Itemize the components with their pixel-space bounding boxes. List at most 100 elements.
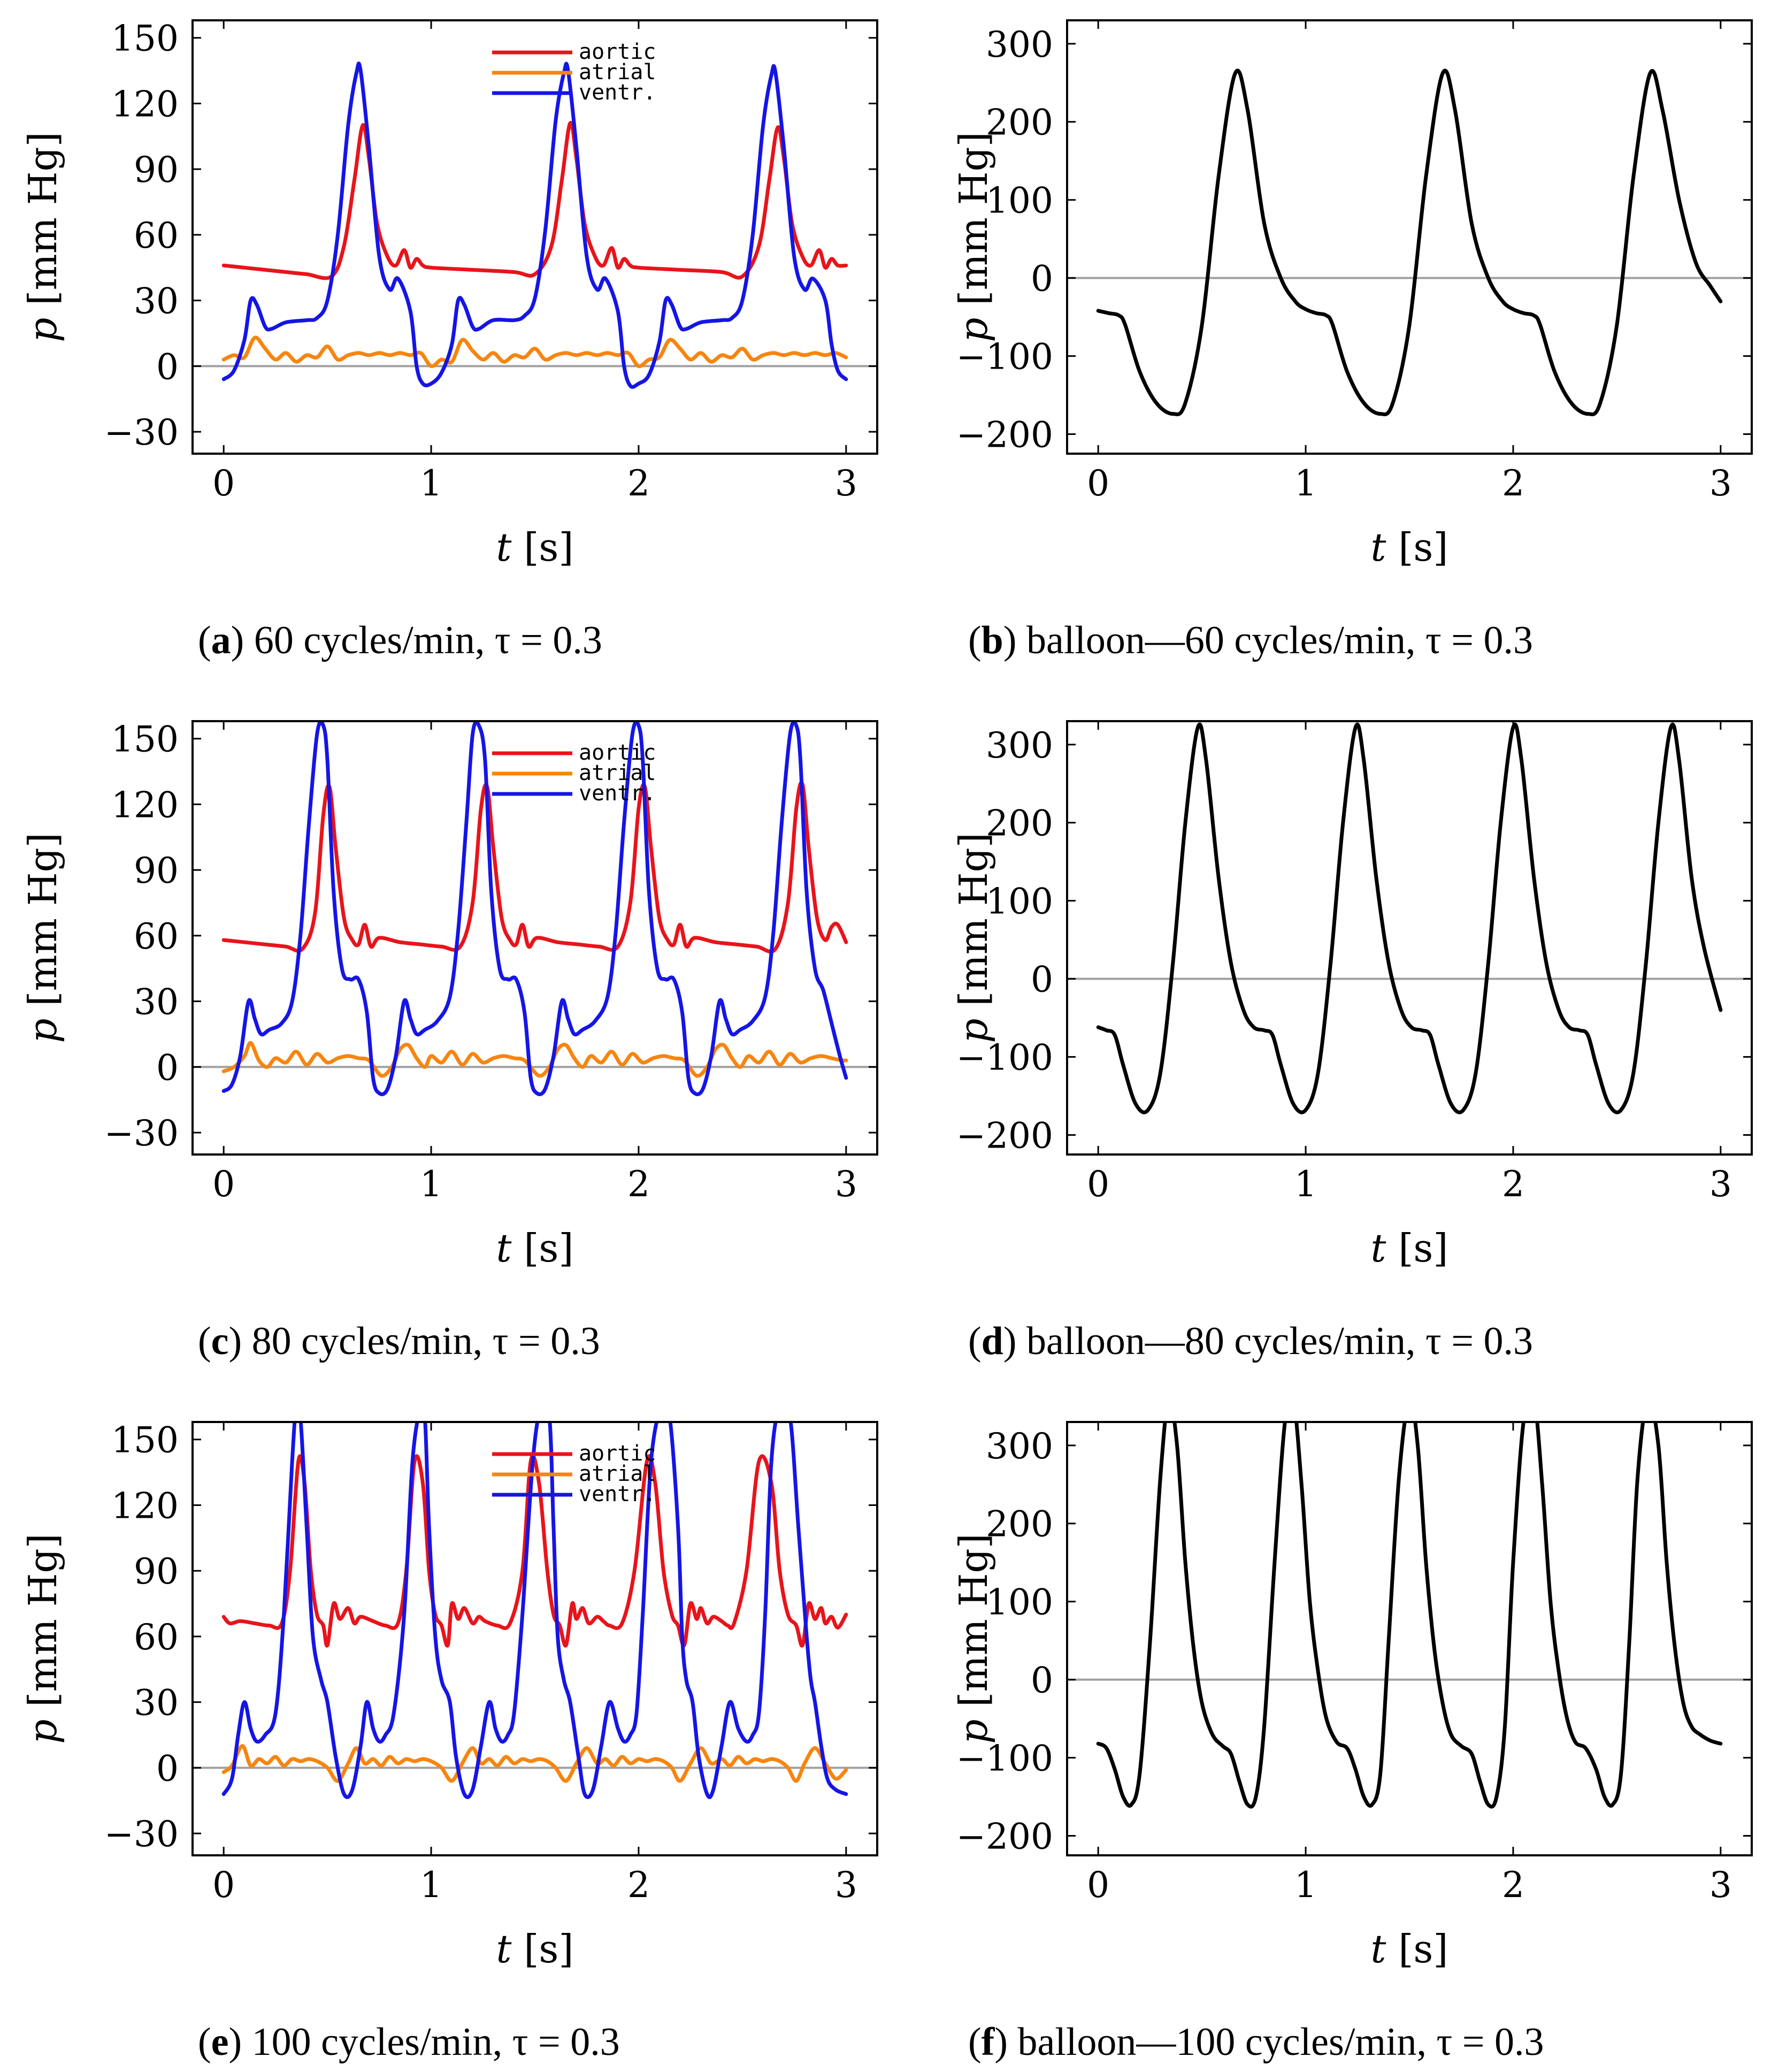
- panel-e: 0 1 2 3 −30 0 30 60 90 120 150 aortic atrial ventr. t …: [0, 1402, 885, 2072]
- x-tick-label: 1: [420, 1864, 442, 1906]
- x-tick-label: 0: [1087, 1864, 1109, 1906]
- caption-tag: a: [211, 618, 231, 662]
- y-tick-label: 0: [156, 1047, 179, 1088]
- x-axis-label: t [s]: [496, 1226, 574, 1271]
- y-tick-label: 0: [1031, 1660, 1053, 1701]
- y-tick-label: −200: [956, 1816, 1053, 1857]
- x-axis-label: t [s]: [1371, 1926, 1448, 1971]
- caption-tag: e: [211, 2020, 229, 2064]
- panel-b: 0 1 2 3 −200 −100 0 100 200 300 t [s] p [mm Hg] (b)…: [885, 0, 1771, 695]
- y-tick-label: 60: [134, 1617, 179, 1658]
- x-axis-var: t: [1371, 525, 1387, 570]
- y-axis-var: p: [20, 1019, 65, 1043]
- x-tick-label: 1: [1294, 463, 1317, 504]
- y-tick-label: 100: [986, 881, 1053, 922]
- y-tick-label: 100: [986, 180, 1053, 221]
- y-tick-label: 150: [111, 1420, 179, 1461]
- x-axis-unit: [s]: [511, 525, 573, 570]
- x-tick-label: 1: [420, 463, 442, 504]
- caption-tag: b: [981, 618, 1003, 662]
- x-tick-label: 2: [627, 463, 650, 504]
- y-tick-label: 150: [111, 719, 179, 760]
- x-axis-var: t: [1371, 1926, 1387, 1971]
- caption-a: (a) 60 cycles/min, τ = 0.3: [198, 618, 602, 662]
- y-tick-label: −100: [956, 1037, 1053, 1079]
- legend-label-ventr: ventr.: [579, 1482, 656, 1507]
- x-axis-unit: [s]: [511, 1926, 573, 1971]
- series-line-ventr: [221, 62, 848, 389]
- series-group: [221, 1422, 848, 1799]
- x-tick-label: 0: [1087, 463, 1109, 504]
- caption-b: (b) balloon—60 cycles/min, τ = 0.3: [968, 618, 1533, 662]
- caption-tag: c: [211, 1319, 229, 1363]
- caption-tag: d: [981, 1319, 1003, 1363]
- y-axis-var: p: [951, 1019, 996, 1043]
- y-axis-var: p: [20, 318, 65, 342]
- x-tick-label: 1: [1294, 1164, 1317, 1205]
- x-tick-label: 3: [835, 1864, 857, 1906]
- y-tick-label: 90: [134, 149, 179, 190]
- panel-c: 0 1 2 3 −30 0 30 60 90 120 150 aortic atrial ventr. t …: [0, 701, 885, 1396]
- y-tick-label: 30: [134, 281, 179, 322]
- y-axis-unit: [mm Hg]: [951, 832, 996, 1018]
- y-axis-var: p: [951, 318, 996, 342]
- x-axis-unit: [s]: [1386, 525, 1448, 570]
- series-line-balloon: [1096, 68, 1723, 416]
- y-tick-label: 150: [111, 18, 179, 59]
- panel-f: 0 1 2 3 −200 −100 0 100 200 300 t [s] p [mm Hg] (f)…: [885, 1402, 1771, 2072]
- x-tick-label: 2: [1502, 1164, 1524, 1205]
- x-tick-label: 1: [1294, 1864, 1317, 1906]
- legend-label-ventr: ventr.: [579, 80, 656, 105]
- caption-d: (d) balloon—80 cycles/min, τ = 0.3: [968, 1319, 1533, 1363]
- y-axis-unit: [mm Hg]: [20, 132, 65, 317]
- caption-f: (f) balloon—100 cycles/min, τ = 0.3: [968, 2020, 1544, 2064]
- plot-frame: [191, 1421, 878, 1856]
- plot-frame: [191, 720, 878, 1156]
- series-line-aortic: [221, 1454, 848, 1648]
- y-tick-label: −30: [104, 412, 179, 453]
- y-axis-label: p [mm Hg]: [951, 832, 996, 1043]
- caption-text: balloon—80 cycles/min, τ = 0.3: [1026, 1319, 1533, 1363]
- x-axis-label: t [s]: [1371, 1226, 1448, 1271]
- y-tick-label: 0: [1031, 258, 1053, 300]
- x-tick-label: 2: [627, 1164, 650, 1205]
- y-tick-label: 0: [156, 346, 179, 387]
- y-tick-label: 90: [134, 850, 179, 891]
- chart-b-svg: 0 1 2 3 −200 −100 0 100 200 300 t [s] p [mm Hg]: [951, 19, 1753, 570]
- x-tick-label: 3: [835, 463, 857, 504]
- y-tick-label: 120: [111, 784, 179, 825]
- plot-frame: [1066, 1421, 1753, 1856]
- y-axis-var: p: [20, 1719, 65, 1744]
- series-line-aortic: [221, 781, 848, 954]
- y-tick-label: 0: [1031, 959, 1053, 1000]
- y-tick-label: 100: [986, 1582, 1053, 1623]
- y-tick-label: 90: [134, 1551, 179, 1592]
- x-tick-label: 2: [627, 1864, 650, 1906]
- y-tick-label: −100: [956, 1738, 1053, 1779]
- series-line-ventr: [221, 1422, 848, 1799]
- x-axis-label: t [s]: [496, 1926, 574, 1971]
- series-line-balloon: [1096, 722, 1723, 1114]
- x-tick-label: 2: [1502, 1864, 1524, 1906]
- x-tick-label: 0: [1087, 1164, 1109, 1205]
- series-group: [1096, 68, 1723, 416]
- chart-d-svg: 0 1 2 3 −200 −100 0 100 200 300 t [s] p [mm Hg]: [951, 720, 1753, 1271]
- y-axis-label: p [mm Hg]: [20, 832, 65, 1043]
- y-tick-label: 200: [986, 803, 1053, 844]
- series-group: [221, 721, 848, 1096]
- x-tick-label: 3: [1709, 1164, 1732, 1205]
- x-axis-var: t: [1371, 1226, 1387, 1271]
- y-axis-label: p [mm Hg]: [20, 1533, 65, 1744]
- y-tick-label: 300: [986, 725, 1053, 766]
- y-tick-label: −200: [956, 1115, 1053, 1157]
- y-tick-label: 300: [986, 1426, 1053, 1467]
- x-axis-label: t [s]: [496, 525, 574, 570]
- legend-label-ventr: ventr.: [579, 781, 656, 806]
- x-axis-var: t: [496, 1926, 512, 1971]
- x-tick-label: 3: [1709, 1864, 1732, 1906]
- y-tick-label: −100: [956, 337, 1053, 378]
- x-tick-label: 1: [420, 1164, 442, 1205]
- chart-f-svg: 0 1 2 3 −200 −100 0 100 200 300 t [s] p [mm Hg]: [951, 1421, 1753, 1971]
- y-tick-label: 60: [134, 215, 179, 256]
